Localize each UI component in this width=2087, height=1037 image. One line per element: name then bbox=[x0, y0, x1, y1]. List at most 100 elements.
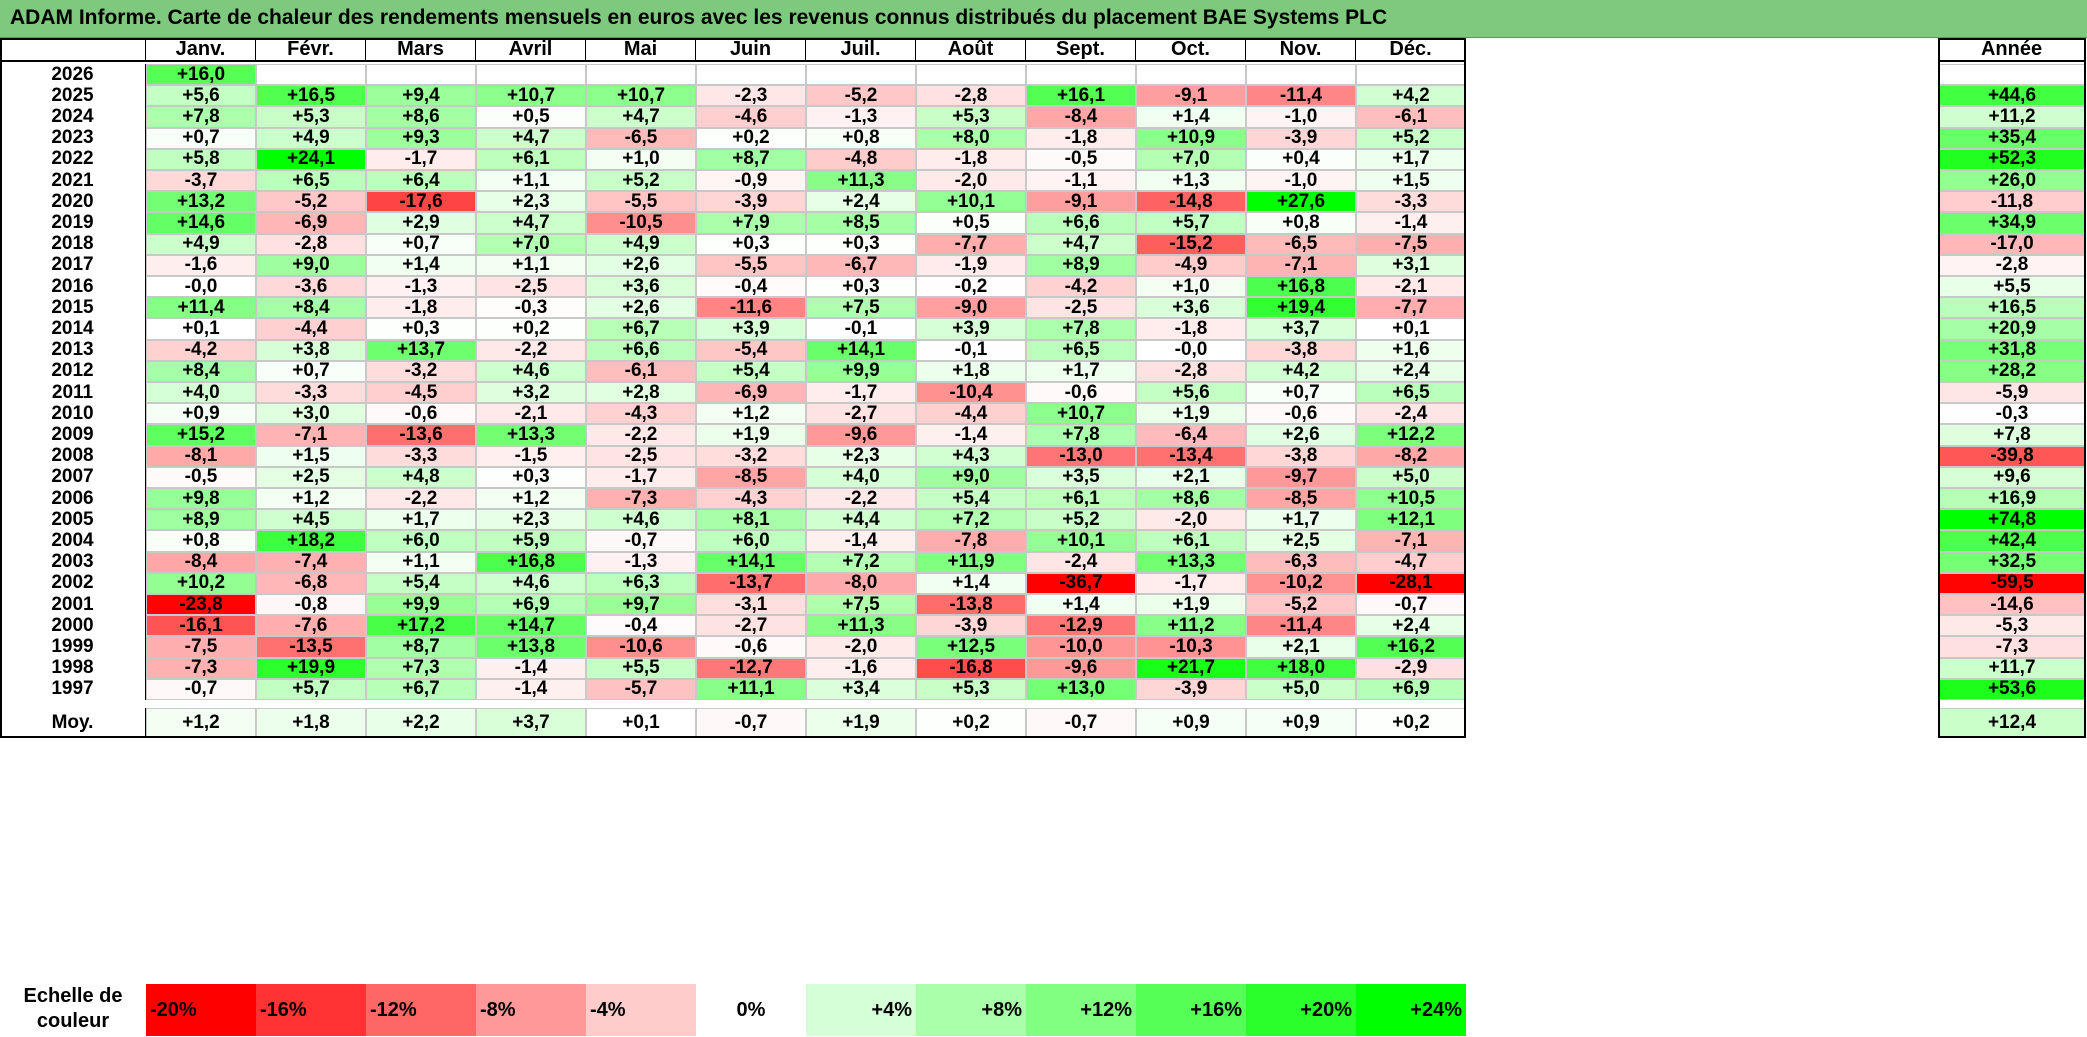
heatmap-cell: +1,9 bbox=[1136, 594, 1246, 616]
heatmap-cell: -1,3 bbox=[806, 106, 916, 128]
heatmap-cell: -9,0 bbox=[916, 297, 1026, 319]
average-cell: +3,7 bbox=[476, 708, 586, 738]
month-header: Août bbox=[916, 38, 1026, 62]
average-cell: -0,7 bbox=[696, 708, 806, 738]
heatmap-cell: +2,4 bbox=[806, 191, 916, 213]
heatmap-cell: +2,5 bbox=[1246, 530, 1356, 552]
title-bar: ADAM Informe. Carte de chaleur des rende… bbox=[0, 0, 2087, 38]
heatmap-cell: +4,3 bbox=[916, 445, 1026, 467]
heatmap-cell bbox=[1246, 64, 1356, 86]
heatmap-cell: -2,8 bbox=[256, 233, 366, 255]
average-annual-cell: +12,4 bbox=[1938, 708, 2086, 738]
heatmap-cell: +13,8 bbox=[476, 636, 586, 658]
heatmap-cell: -3,2 bbox=[366, 360, 476, 382]
heatmap-cell: -5,2 bbox=[256, 191, 366, 213]
heatmap-cell: +1,5 bbox=[1356, 170, 1466, 192]
heatmap-cell: +0,2 bbox=[476, 318, 586, 340]
heatmap-cell: -6,1 bbox=[1356, 106, 1466, 128]
heatmap-cell bbox=[586, 64, 696, 86]
heatmap-cell: +5,7 bbox=[256, 678, 366, 700]
heatmap-cell: +24,1 bbox=[256, 148, 366, 170]
heatmap-cell: +19,9 bbox=[256, 657, 366, 679]
heatmap-cell: -0,7 bbox=[1356, 594, 1466, 616]
heatmap-cell: +27,6 bbox=[1246, 191, 1356, 213]
heatmap-cell: +7,9 bbox=[696, 212, 806, 234]
heatmap-cell: +5,8 bbox=[146, 148, 256, 170]
heatmap-cell: -3,9 bbox=[1246, 127, 1356, 149]
heatmap-cell: +7,0 bbox=[476, 233, 586, 255]
heatmap-cell: +11,2 bbox=[1136, 615, 1246, 637]
heatmap-cell: -28,1 bbox=[1356, 572, 1466, 594]
month-header: Déc. bbox=[1356, 38, 1466, 62]
annual-cell: +35,4 bbox=[1938, 127, 2086, 149]
heatmap-cell: -13,0 bbox=[1026, 445, 1136, 467]
heatmap-cell: +1,8 bbox=[916, 360, 1026, 382]
annual-cell: -11,8 bbox=[1938, 191, 2086, 213]
annual-cell: +16,9 bbox=[1938, 488, 2086, 510]
heatmap-cell: +21,7 bbox=[1136, 657, 1246, 679]
heatmap-cell: +8,6 bbox=[366, 106, 476, 128]
heatmap-cell: -0,7 bbox=[146, 678, 256, 700]
heatmap-cell: +1,0 bbox=[1136, 276, 1246, 298]
heatmap-cell bbox=[1356, 64, 1466, 86]
heatmap-cell: -8,5 bbox=[696, 466, 806, 488]
heatmap-cell bbox=[1026, 64, 1136, 86]
heatmap-cell: +16,8 bbox=[476, 551, 586, 573]
heatmap-cell: -13,4 bbox=[1136, 445, 1246, 467]
color-scale-label: Echelle de couleur bbox=[23, 985, 123, 1032]
heatmap-cell: +3,2 bbox=[476, 382, 586, 404]
heatmap-cell: -1,1 bbox=[1026, 170, 1136, 192]
heatmap-cell: +0,3 bbox=[366, 318, 476, 340]
heatmap-cell: -17,6 bbox=[366, 191, 476, 213]
heatmap-cell: +1,7 bbox=[1356, 148, 1466, 170]
heatmap-cell: -2,2 bbox=[806, 488, 916, 510]
year-label: 2008 bbox=[0, 445, 146, 467]
heatmap-cell: -2,0 bbox=[916, 170, 1026, 192]
heatmap-cell: +8,9 bbox=[146, 509, 256, 531]
heatmap-cell: +12,2 bbox=[1356, 424, 1466, 446]
heatmap-cell: -13,6 bbox=[366, 424, 476, 446]
heatmap-cell: -8,2 bbox=[1356, 445, 1466, 467]
heatmap-cell: -5,7 bbox=[586, 678, 696, 700]
heatmap-cell: -6,3 bbox=[1246, 551, 1356, 573]
heatmap-cell: +4,6 bbox=[476, 360, 586, 382]
heatmap-cell: +17,2 bbox=[366, 615, 476, 637]
year-label: 2002 bbox=[0, 572, 146, 594]
heatmap-cell: -0,6 bbox=[1026, 382, 1136, 404]
heatmap-cell: -9,6 bbox=[1026, 657, 1136, 679]
heatmap-cell: +1,9 bbox=[696, 424, 806, 446]
heatmap-cell: -6,7 bbox=[806, 254, 916, 276]
year-label: 2019 bbox=[0, 212, 146, 234]
heatmap-cell: +6,1 bbox=[1136, 530, 1246, 552]
heatmap-cell: -7,1 bbox=[1356, 530, 1466, 552]
page-title: ADAM Informe. Carte de chaleur des rende… bbox=[10, 6, 1388, 29]
year-label: 2003 bbox=[0, 551, 146, 573]
year-label: 2018 bbox=[0, 233, 146, 255]
average-cell: -0,7 bbox=[1026, 708, 1136, 738]
month-header: Mars bbox=[366, 38, 476, 62]
year-label: 1997 bbox=[0, 678, 146, 700]
annual-cell: -0,3 bbox=[1938, 403, 2086, 425]
heatmap-cell bbox=[256, 64, 366, 86]
heatmap-cell: +0,9 bbox=[146, 403, 256, 425]
annual-cell: +32,5 bbox=[1938, 551, 2086, 573]
heatmap-cell: +5,2 bbox=[1356, 127, 1466, 149]
heatmap-cell: +1,1 bbox=[366, 551, 476, 573]
heatmap-cell: -1,7 bbox=[1136, 572, 1246, 594]
year-label: 2009 bbox=[0, 424, 146, 446]
color-scale-step: -20% bbox=[146, 984, 256, 1036]
heatmap-cell: -2,5 bbox=[1026, 297, 1136, 319]
heatmap-cell: -0,1 bbox=[806, 318, 916, 340]
heatmap-cell: +2,3 bbox=[806, 445, 916, 467]
heatmap-cell: +5,5 bbox=[586, 657, 696, 679]
heatmap-cell: +5,7 bbox=[1136, 212, 1246, 234]
heatmap-cell: +11,3 bbox=[806, 170, 916, 192]
heatmap-cell: +6,5 bbox=[256, 170, 366, 192]
heatmap-cell: +4,2 bbox=[1246, 360, 1356, 382]
heatmap-cell: +8,9 bbox=[1026, 254, 1136, 276]
heatmap-cell: -1,9 bbox=[916, 254, 1026, 276]
heatmap-cell: -6,8 bbox=[256, 572, 366, 594]
heatmap-cell: -5,2 bbox=[1246, 594, 1356, 616]
heatmap-cell: +6,9 bbox=[1356, 678, 1466, 700]
heatmap-cell bbox=[476, 64, 586, 86]
